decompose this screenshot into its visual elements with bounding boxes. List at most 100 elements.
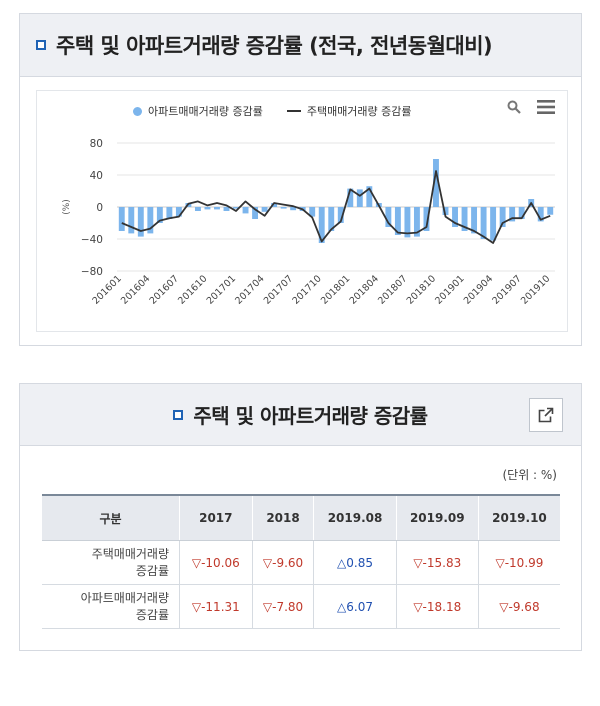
- table-card: 주택 및 아파트거래량 증감률 (단위 : %) 구분 2017 2018 20…: [19, 383, 582, 651]
- table-header-row: 구분 2017 2018 2019.08 2019.09 2019.10: [42, 494, 560, 541]
- bar: [433, 159, 439, 207]
- y-tick-label: 80: [90, 138, 103, 150]
- header-cell: 2018: [251, 494, 314, 541]
- chart-svg: 80400−40−80(%)20160120160420160720161020…: [62, 138, 555, 307]
- bar: [509, 207, 516, 222]
- bar: [280, 207, 287, 209]
- bar: [366, 186, 373, 207]
- x-tick-label: 201804: [348, 273, 381, 306]
- bar: [337, 207, 344, 223]
- bar: [499, 207, 506, 227]
- table-row: 아파트매매거래량 증감률 ▽-11.31 ▽-7.80 △6.07 ▽-18.18 ▽-9.…: [42, 584, 560, 629]
- cell-value: -18.18: [422, 599, 462, 614]
- table-cell: ▽-15.83: [395, 540, 479, 585]
- cell-value: -10.06: [201, 555, 240, 570]
- bar: [156, 207, 163, 223]
- x-tick-label: 201904: [462, 273, 495, 306]
- x-tick-label: 201810: [405, 273, 438, 306]
- x-tick-label: 201607: [148, 273, 181, 306]
- header-cell: 2019.09: [395, 494, 479, 541]
- header-cell: 2019.10: [477, 494, 560, 541]
- bar: [518, 207, 525, 219]
- table-cell: ▽-11.31: [179, 584, 253, 629]
- table-cell: ▽-9.68: [477, 584, 560, 629]
- bar: [166, 207, 173, 219]
- cell-value: -9.60: [272, 555, 304, 570]
- legend-item-line[interactable]: 주택매매거래량 증감률: [306, 105, 412, 118]
- y-tick-label: −80: [81, 266, 103, 278]
- x-tick-label: 201807: [376, 273, 409, 306]
- y-axis-label: (%): [62, 199, 72, 215]
- bar: [442, 207, 449, 215]
- table-body: 주택매매거래량 증감률 ▽-10.06 ▽-9.60 △0.85 ▽-15.83 ▽-10.…: [42, 540, 560, 629]
- bar: [204, 207, 211, 210]
- table-row: 주택매매거래량 증감률 ▽-10.06 ▽-9.60 △0.85 ▽-15.83 ▽-10.…: [42, 540, 560, 585]
- table-cell: △6.07: [313, 584, 397, 629]
- x-tick-label: 201910: [519, 273, 552, 306]
- chart-legend: 아파트매매거래량 증감률 주택매매거래량 증감률: [133, 103, 412, 119]
- bar: [537, 207, 544, 222]
- bar: [261, 207, 268, 212]
- x-tick-label: 201604: [119, 273, 152, 306]
- bar: [290, 207, 297, 211]
- x-tick-label: 201901: [433, 273, 466, 306]
- cell-value: -9.68: [508, 599, 540, 614]
- bar: [147, 207, 154, 234]
- row-label-line: 주택매매거래량: [91, 546, 169, 561]
- table-card-header: 주택 및 아파트거래량 증감률: [20, 384, 581, 446]
- square-outline-icon: [36, 40, 46, 50]
- bar: [490, 207, 497, 241]
- x-tick-label: 201707: [262, 273, 295, 306]
- bar: [137, 207, 144, 237]
- cell-value: -10.99: [504, 555, 544, 570]
- header-cell: 구분: [42, 494, 180, 541]
- triangle-down-icon: ▽: [413, 555, 423, 570]
- hamburger-menu-icon[interactable]: [537, 99, 555, 118]
- triangle-up-icon: △: [337, 555, 347, 570]
- chart-card-header: 주택 및 아파트거래량 증감률 (전국, 전년동월대비): [20, 14, 581, 77]
- cell-value: -11.31: [201, 599, 240, 614]
- legend-item-bar[interactable]: 아파트매매거래량 증감률: [148, 105, 263, 118]
- external-link-button[interactable]: [529, 398, 563, 432]
- table-cell: ▽-9.60: [251, 540, 314, 585]
- magnifier-icon[interactable]: [507, 99, 521, 118]
- bar: [271, 203, 278, 207]
- bar: [423, 207, 430, 231]
- triangle-down-icon: ▽: [499, 599, 509, 614]
- bar: [309, 207, 316, 217]
- bar: [452, 207, 458, 227]
- chart-area: 아파트매매거래량 증감률 주택매매거래량 증감률 80 40 0 −40 −80 (%) 2…: [36, 90, 568, 332]
- cell-value: 0.85: [346, 555, 373, 570]
- x-tick-label: 201610: [176, 273, 209, 306]
- row-label-line: 아파트매매거래량: [80, 590, 169, 605]
- row-label: 아파트매매거래량 증감률: [42, 584, 180, 629]
- table-cell: ▽-7.80: [251, 584, 314, 629]
- bar: [347, 188, 354, 207]
- x-tick-label: 201907: [490, 273, 523, 306]
- triangle-down-icon: ▽: [413, 599, 423, 614]
- table-cell: ▽-10.99: [477, 540, 560, 585]
- cell-value: -15.83: [422, 555, 462, 570]
- x-tick-label: 201710: [290, 273, 323, 306]
- x-tick-label: 201801: [319, 273, 352, 306]
- unit-label: (단위 : %): [502, 468, 557, 482]
- triangle-down-icon: ▽: [262, 599, 273, 614]
- row-label-line: 증감률: [135, 563, 169, 578]
- bar: [480, 207, 487, 239]
- bar: [175, 207, 182, 217]
- series-line: [121, 170, 551, 244]
- legend-bar-swatch: [133, 106, 142, 116]
- bar: [233, 207, 239, 209]
- bar: [194, 207, 201, 211]
- bar: [461, 207, 468, 231]
- triangle-down-icon: ▽: [495, 555, 505, 570]
- bar: [252, 207, 259, 219]
- x-tick-label: 201701: [205, 273, 238, 306]
- bar: [413, 207, 420, 237]
- table-cell: △0.85: [313, 540, 397, 585]
- bar: [128, 207, 135, 234]
- y-tick-label: 40: [90, 170, 103, 182]
- x-tick-label: 201601: [90, 273, 123, 306]
- header-cell: 2019.08: [313, 494, 397, 541]
